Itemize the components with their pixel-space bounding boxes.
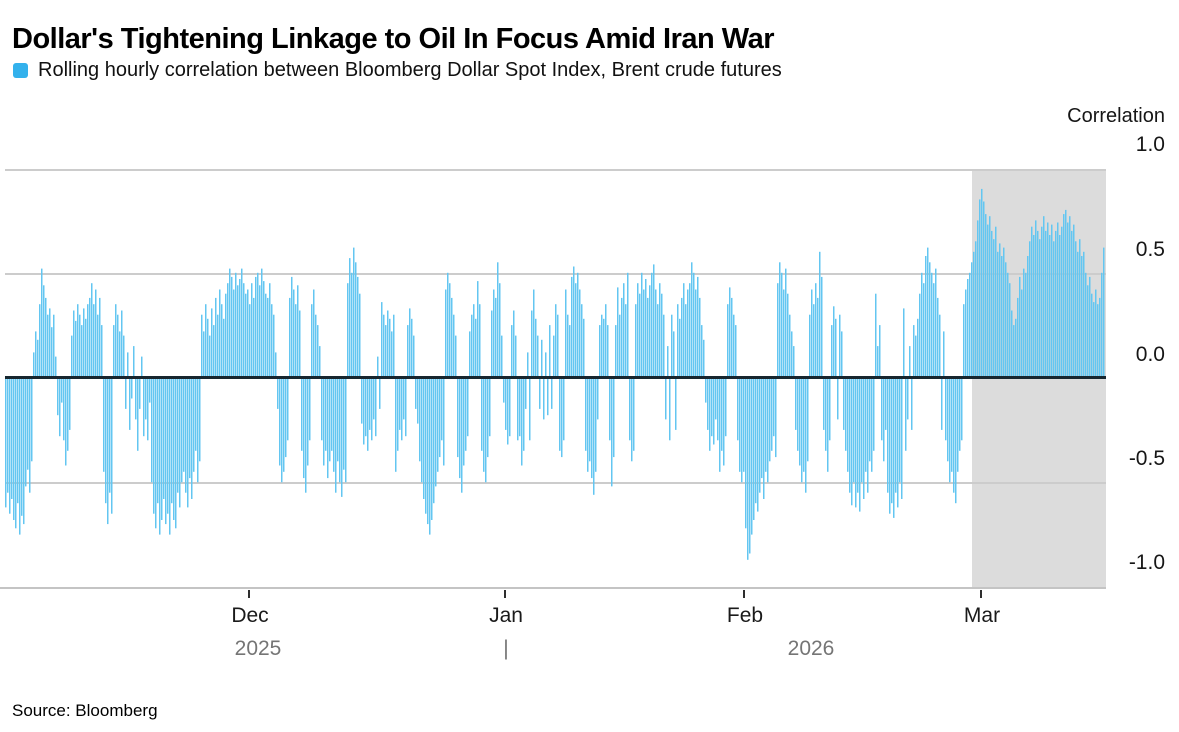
y-tick-label-1: 1.0 [1135, 133, 1165, 156]
y-tick-label-0: 0.0 [1135, 343, 1165, 366]
x-month-label-feb: Feb [726, 604, 764, 627]
legend-swatch-icon [13, 63, 28, 78]
x-year-label-2026: 2026 [787, 637, 835, 660]
y-tick-label-neg0_5: -0.5 [1128, 447, 1165, 470]
x-month-label-mar: Mar [963, 604, 1001, 627]
x-month-label-dec: Dec [231, 604, 269, 627]
x-tick-mar [980, 590, 982, 598]
gridline-plus1 [5, 169, 1106, 171]
y-tick-label-0_5: 0.5 [1135, 238, 1165, 261]
x-tick-feb [743, 590, 745, 598]
source-note: Source: Bloomberg [12, 701, 158, 720]
y-tick-label-neg1: -1.0 [1128, 551, 1165, 574]
x-month-label-jan: Jan [489, 604, 523, 627]
chart-title: Dollar's Tightening Linkage to Oil In Fo… [12, 23, 775, 56]
x-tick-jan [504, 590, 506, 598]
gridline-minus0_5 [5, 482, 1106, 484]
x-axis-line [0, 587, 1106, 589]
x-year-label-2025: 2025 [234, 637, 282, 660]
year-separator: | [503, 637, 509, 660]
legend-label: Rolling hourly correlation between Bloom… [38, 59, 782, 81]
correlation-bars [5, 188, 1105, 560]
y-axis-title: Correlation [1067, 105, 1165, 127]
legend: Rolling hourly correlation between Bloom… [13, 59, 782, 82]
x-tick-dec [248, 590, 250, 598]
zero-line [5, 376, 1106, 379]
gridline-plus0_5 [5, 273, 1106, 275]
